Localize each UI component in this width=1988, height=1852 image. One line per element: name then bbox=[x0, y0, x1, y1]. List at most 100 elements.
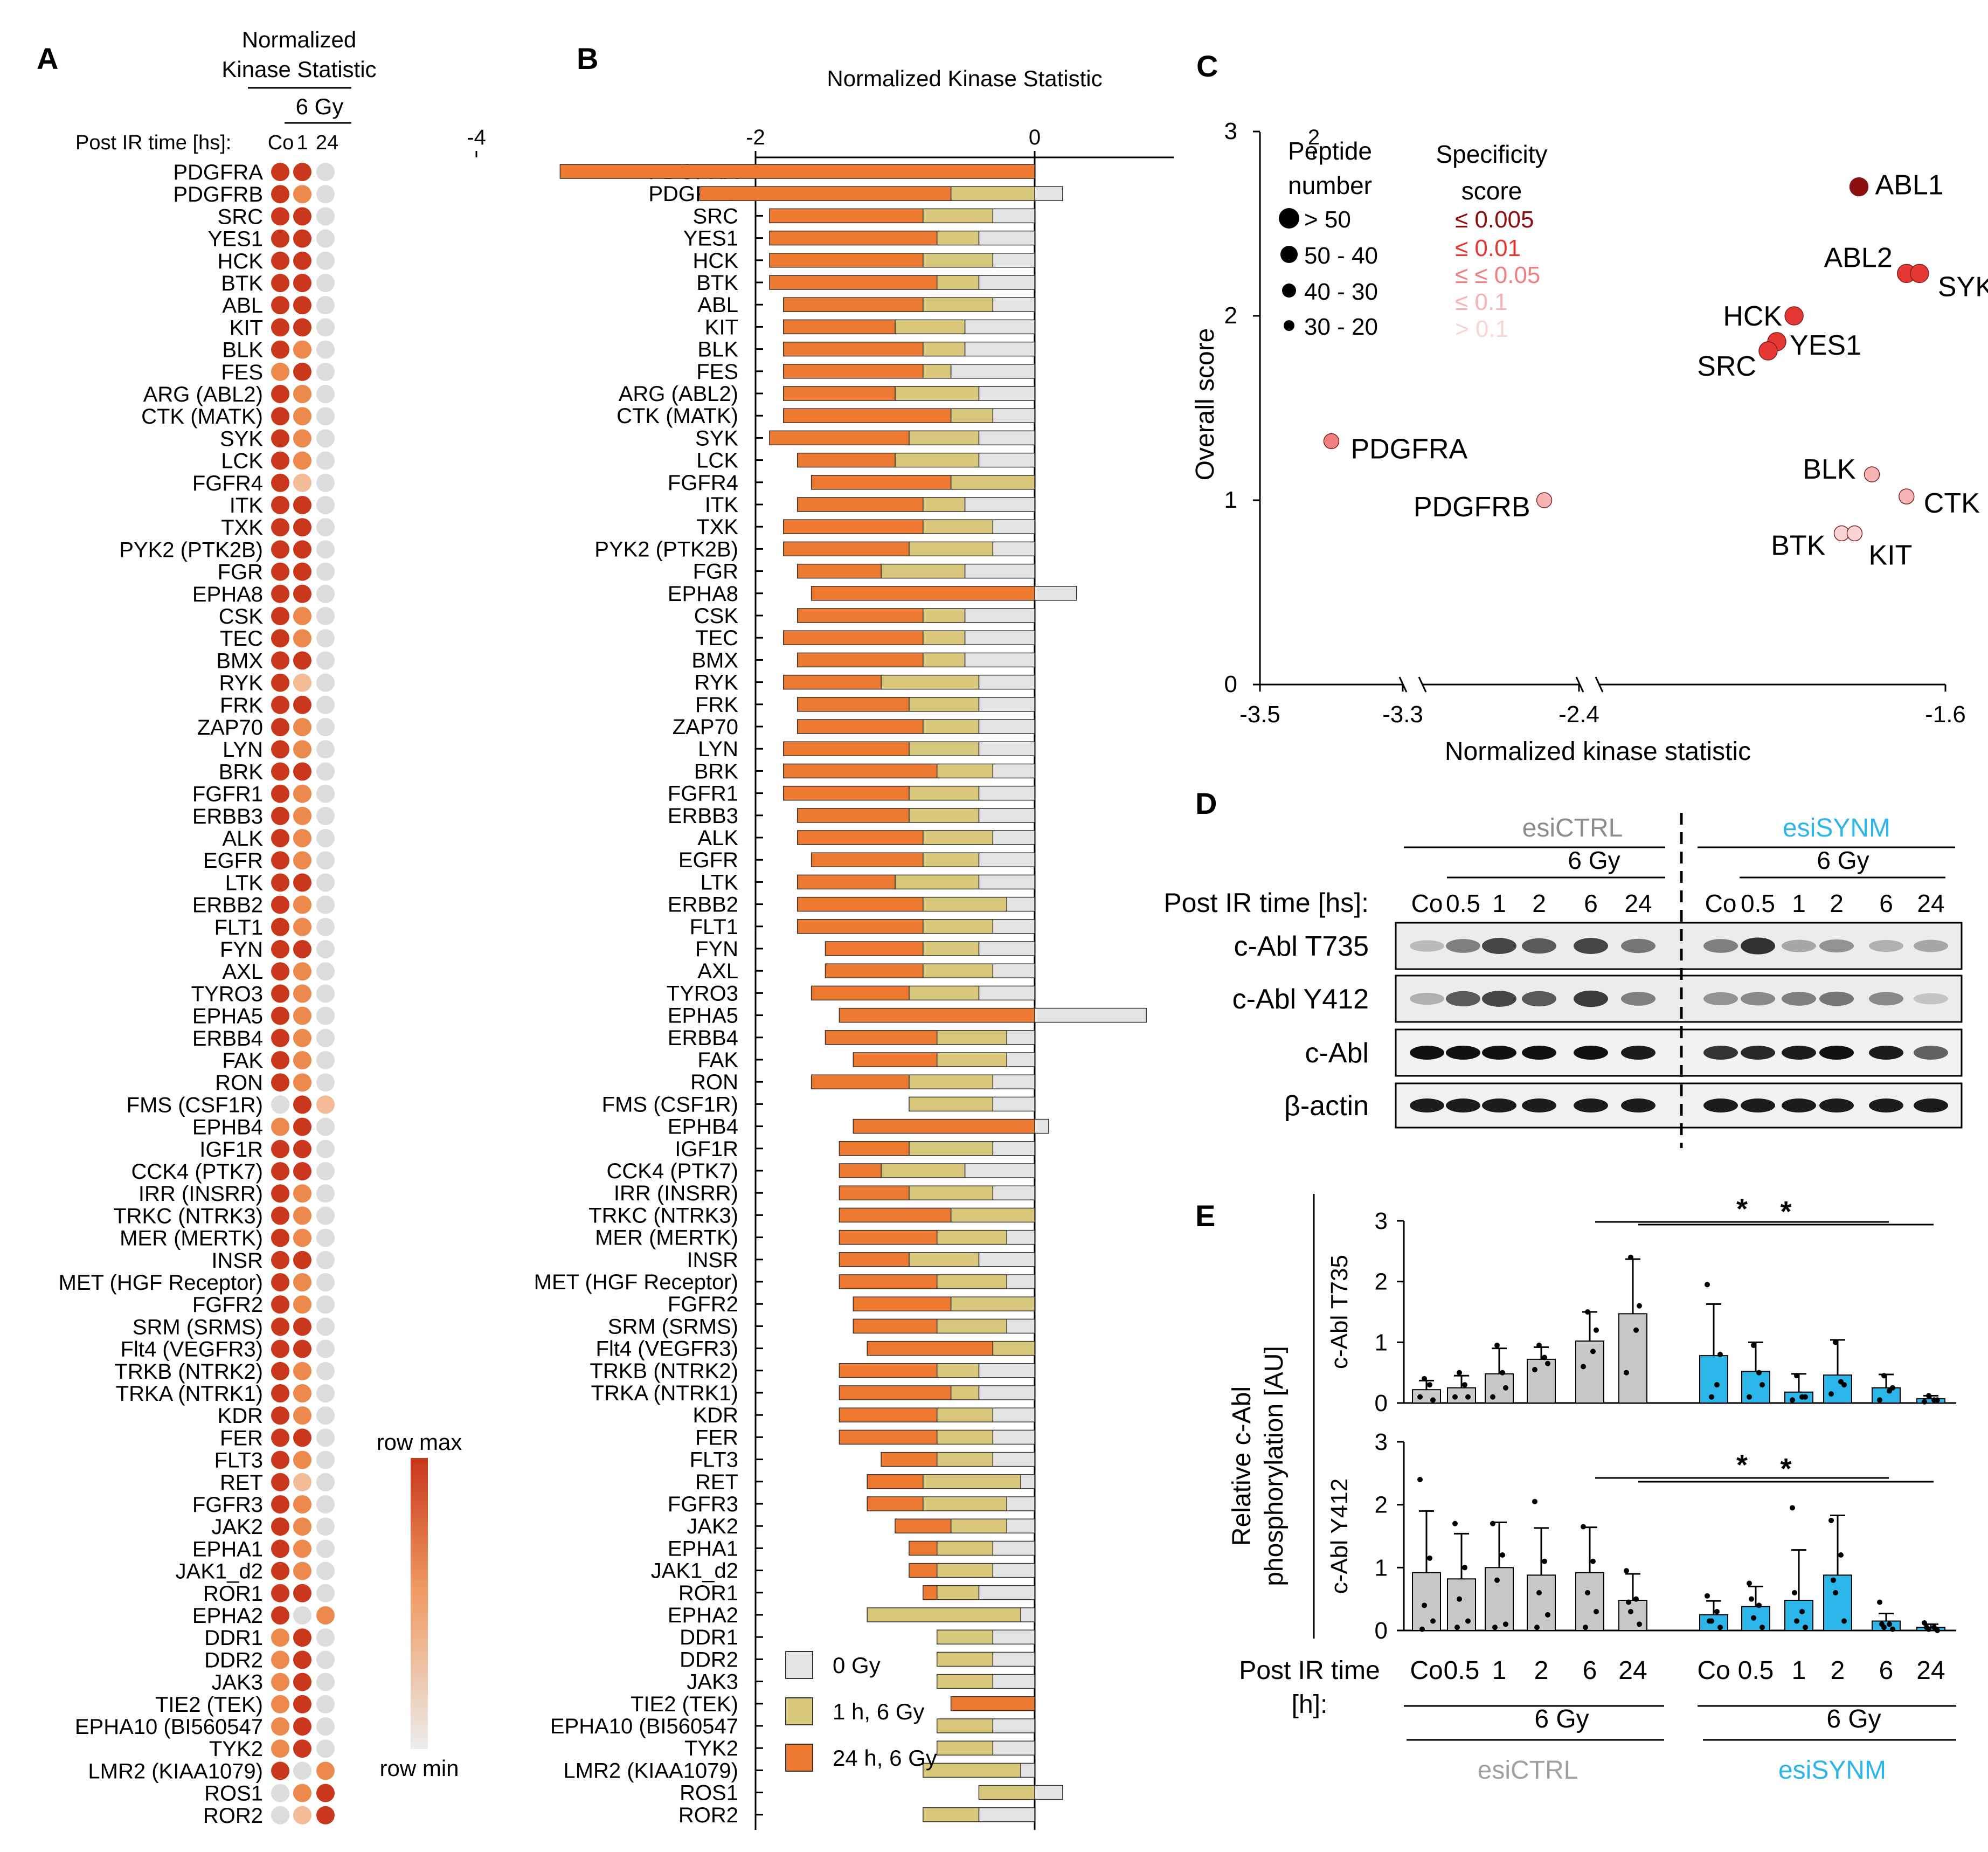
panel-b-row-label: JAK2 bbox=[687, 1515, 738, 1538]
heatmap-row-label: KIT bbox=[230, 316, 263, 340]
panel-e-bar bbox=[1485, 1373, 1514, 1404]
panel-b-bar-segment bbox=[978, 874, 1035, 890]
panel-e-datapoint bbox=[1709, 1394, 1714, 1400]
heatmap-cell bbox=[316, 1250, 335, 1269]
blot-band bbox=[1914, 939, 1948, 952]
blot-band bbox=[1410, 992, 1444, 1005]
blot-lane-label: Co bbox=[1705, 889, 1737, 917]
heatmap-cell bbox=[293, 1250, 311, 1269]
heatmap-row-label: ERBB3 bbox=[192, 805, 263, 828]
panel-e-datapoint bbox=[1536, 1342, 1542, 1348]
panel-b-row-label: PYK2 (PTK2B) bbox=[594, 537, 738, 561]
panel-a-col-co: Co bbox=[268, 132, 294, 154]
heatmap-cell bbox=[293, 651, 311, 670]
heatmap-cell bbox=[316, 1495, 335, 1514]
panel-b-bar-segment bbox=[992, 208, 1035, 224]
panel-e-bar bbox=[1823, 1374, 1852, 1404]
heatmap-row-label: RON bbox=[215, 1071, 263, 1095]
panel-b-bar-segment bbox=[964, 497, 1035, 512]
panel-b-bar-segment bbox=[992, 1141, 1035, 1156]
panel-c-x-label: Normalized kinase statistic bbox=[1445, 737, 1751, 766]
panel-b-bar-segment bbox=[978, 386, 1035, 401]
panel-b-bar-segment bbox=[909, 541, 994, 557]
panel-e-datapoint bbox=[1887, 1621, 1892, 1627]
heatmap-row-label: PDGFRA bbox=[173, 161, 263, 184]
heatmap-cell bbox=[316, 1095, 335, 1114]
heatmap-row-label: BTK bbox=[221, 272, 263, 295]
panel-e-datapoint bbox=[1594, 1609, 1599, 1614]
panel-e-x-label: 2 bbox=[1831, 1656, 1845, 1685]
heatmap-cell bbox=[293, 407, 311, 426]
panel-b-row-label: ZAP70 bbox=[673, 715, 738, 739]
heatmap-row-label: BMX bbox=[216, 649, 263, 673]
heatmap-cell bbox=[316, 1384, 335, 1402]
panel-b-bar-segment bbox=[923, 719, 980, 734]
heatmap-cell bbox=[316, 1473, 335, 1491]
significance-star: * bbox=[1780, 1195, 1791, 1228]
heatmap-cell bbox=[316, 629, 335, 648]
heatmap-cell bbox=[271, 1517, 289, 1536]
blot-band bbox=[1703, 1046, 1738, 1060]
panel-b-bar-segment bbox=[936, 1740, 994, 1756]
blot-band bbox=[1621, 1046, 1655, 1060]
panel-b-row-label: BTK bbox=[696, 271, 738, 295]
panel-e-datapoint bbox=[1594, 1327, 1599, 1333]
heatmap-cell bbox=[271, 1739, 289, 1758]
heatmap-cell bbox=[293, 1606, 311, 1625]
panel-e-datapoint bbox=[1427, 1555, 1432, 1561]
panel-b-bar-segment bbox=[1006, 1496, 1035, 1511]
heatmap-cell bbox=[316, 562, 335, 581]
heatmap-cell bbox=[293, 1539, 311, 1558]
panel-b-bar-segment bbox=[978, 697, 1035, 712]
panel-b-bar-segment bbox=[839, 1163, 882, 1178]
panel-e-datapoint bbox=[1492, 1625, 1498, 1630]
heatmap-row-label: TIE2 (TEK) bbox=[155, 1693, 263, 1717]
heatmap-cell bbox=[271, 207, 289, 226]
scatter-point-label: PDGFRA bbox=[1351, 434, 1468, 465]
panel-b-bar-segment bbox=[923, 830, 994, 845]
heatmap-row-label: IRR (INSRR) bbox=[138, 1182, 263, 1206]
panel-e-datapoint bbox=[1545, 1360, 1550, 1366]
panel-a-col-1: 1 bbox=[296, 132, 308, 154]
heatmap-cell bbox=[316, 1117, 335, 1136]
blot-band bbox=[1522, 991, 1556, 1007]
blot-band bbox=[1621, 1098, 1655, 1112]
panel-b-row-label: TIE2 (TEK) bbox=[631, 1692, 738, 1716]
panel-d-group-synm: esiSYNM bbox=[1783, 814, 1890, 842]
panel-e-datapoint bbox=[1637, 1303, 1642, 1309]
panel-c-y-tick-label: 3 bbox=[1224, 118, 1237, 144]
blot-band bbox=[1703, 992, 1738, 1006]
heatmap-cell bbox=[316, 607, 335, 625]
blot-lane-label: 2 bbox=[1830, 889, 1844, 917]
blot-band bbox=[1522, 1098, 1556, 1112]
panel-b-bar-segment bbox=[796, 896, 924, 912]
panel-b-bar-segment bbox=[909, 430, 980, 446]
heatmap-cell bbox=[293, 163, 311, 181]
blot-lane-label: 24 bbox=[1917, 889, 1944, 917]
panel-b-bar-segment bbox=[992, 1340, 1035, 1356]
panel-b-bar-segment bbox=[783, 674, 882, 690]
panel-b-bar-chart: Normalized Kinase Statistic -4 -2 0 2 PDGFR… bbox=[467, 66, 1320, 1830]
heatmap-cell bbox=[293, 274, 311, 292]
panel-e-bar-charts: Relative c-Abl phosphorylation [AU] 0123c… bbox=[1228, 1193, 1956, 1785]
blot-band bbox=[1819, 991, 1854, 1006]
panel-b-row-label: YES1 bbox=[683, 227, 738, 251]
heatmap-cell bbox=[271, 518, 289, 537]
panel-b-bar-segment bbox=[923, 896, 1007, 912]
heatmap-cell bbox=[316, 895, 335, 914]
heatmap-cell bbox=[293, 1273, 311, 1291]
panel-e-datapoint bbox=[1490, 1521, 1495, 1526]
panel-b-bar-segment bbox=[839, 1385, 952, 1400]
panel-b-bar-segment bbox=[895, 452, 980, 468]
heatmap-row-label: ITK bbox=[230, 494, 264, 517]
heatmap-cell bbox=[293, 318, 311, 337]
heatmap-cell bbox=[271, 607, 289, 625]
scatter-point-label: ABL1 bbox=[1875, 170, 1944, 201]
scatter-point-label: BTK bbox=[1771, 530, 1825, 562]
panel-e-datapoint bbox=[1794, 1618, 1799, 1624]
heatmap-cell bbox=[293, 829, 311, 847]
panel-b-bar-segment bbox=[992, 1651, 1035, 1667]
heatmap-cell bbox=[293, 762, 311, 781]
blot-band bbox=[1574, 990, 1608, 1007]
heatmap-cell bbox=[316, 718, 335, 736]
